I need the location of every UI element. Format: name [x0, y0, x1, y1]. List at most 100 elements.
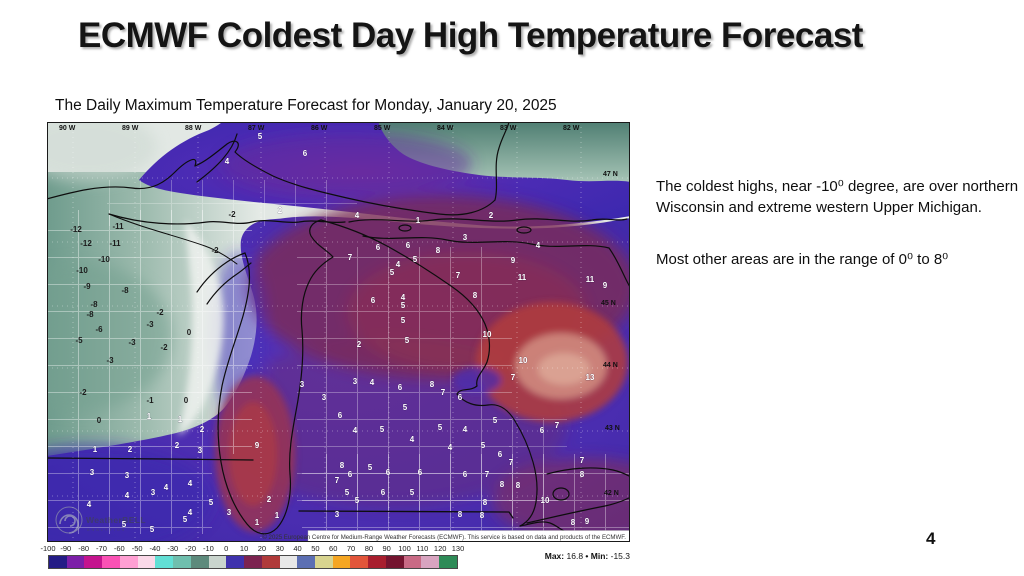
svg-text:-3: -3: [146, 320, 154, 329]
svg-text:4: 4: [463, 425, 468, 434]
svg-text:-5: -5: [75, 336, 83, 345]
colorbar-segment: [439, 556, 457, 568]
map-attribution: © 2025 European Centre for Medium-Range …: [262, 530, 631, 543]
forecast-map: WeatherBELL ANALYTICS 90 W 89 W 88 W 87 W 86…: [0, 112, 682, 555]
svg-text:6: 6: [348, 470, 353, 479]
svg-text:85 W: 85 W: [374, 125, 391, 132]
svg-text:87 W: 87 W: [248, 125, 265, 132]
colorbar-gradient: [48, 555, 458, 569]
svg-text:5: 5: [410, 488, 415, 497]
svg-text:4: 4: [536, 241, 541, 250]
svg-text:3: 3: [463, 233, 468, 242]
forecast-map-svg: WeatherBELL ANALYTICS 90 W 89 W 88 W 87 W 86…: [0, 112, 682, 555]
svg-text:44 N: 44 N: [603, 362, 618, 369]
colorbar-tick: 30: [275, 544, 284, 553]
svg-text:2: 2: [278, 206, 283, 215]
svg-text:10: 10: [541, 496, 550, 505]
svg-text:5: 5: [403, 403, 408, 412]
svg-text:3: 3: [300, 380, 305, 389]
svg-text:2: 2: [128, 445, 133, 454]
svg-text:3: 3: [125, 471, 130, 480]
svg-text:-2: -2: [228, 210, 236, 219]
colorbar-segment: [315, 556, 333, 568]
svg-text:5: 5: [493, 416, 498, 425]
svg-text:6: 6: [398, 383, 403, 392]
colorbar-tick: 20: [257, 544, 267, 553]
latitude-labels: 47 N 45 N 44 N 43 N 42 N: [601, 171, 620, 497]
svg-text:2: 2: [357, 340, 362, 349]
svg-text:7: 7: [580, 456, 585, 465]
colorbar-tick: -90: [60, 544, 72, 553]
svg-text:6: 6: [376, 243, 381, 252]
svg-text:5: 5: [405, 336, 410, 345]
svg-text:7: 7: [485, 470, 490, 479]
svg-text:83 W: 83 W: [500, 125, 517, 132]
svg-text:6: 6: [540, 426, 545, 435]
svg-text:7: 7: [511, 373, 516, 382]
svg-text:-8: -8: [86, 310, 94, 319]
colorbar-tick: 110: [416, 544, 429, 553]
colorbar-segment: [137, 556, 156, 568]
svg-text:5: 5: [438, 423, 443, 432]
colorbar-tick: -50: [131, 544, 143, 553]
svg-text:4: 4: [87, 500, 92, 509]
colorbar-segment: [332, 556, 351, 568]
svg-text:9: 9: [603, 281, 608, 290]
svg-text:42 N: 42 N: [604, 490, 619, 497]
svg-text:4: 4: [396, 260, 401, 269]
svg-text:4: 4: [188, 508, 193, 517]
svg-text:-8: -8: [90, 300, 98, 309]
svg-text:5: 5: [150, 525, 155, 534]
svg-text:3: 3: [198, 446, 203, 455]
colorbar-segment: [297, 556, 316, 568]
svg-text:2: 2: [267, 495, 272, 504]
svg-text:5: 5: [413, 255, 418, 264]
colorbar-tick: -10: [203, 544, 214, 553]
svg-text:-12: -12: [70, 225, 82, 234]
commentary-text: The coldest highs, near -10⁰ degree, are…: [656, 176, 1020, 270]
colorbar-segment: [190, 556, 209, 568]
svg-text:-1: -1: [146, 396, 154, 405]
svg-text:11: 11: [518, 273, 527, 282]
svg-text:6: 6: [386, 468, 391, 477]
svg-text:88 W: 88 W: [185, 125, 202, 132]
svg-text:-11: -11: [109, 239, 121, 248]
svg-text:-6: -6: [95, 325, 103, 334]
svg-text:8: 8: [571, 518, 576, 527]
colorbar-tick: 120: [433, 544, 447, 553]
colorbar-segment: [385, 556, 404, 568]
svg-text:6: 6: [418, 468, 423, 477]
svg-text:8: 8: [430, 380, 435, 389]
svg-text:89 W: 89 W: [122, 125, 139, 132]
svg-text:4: 4: [353, 426, 358, 435]
svg-text:8: 8: [473, 291, 478, 300]
svg-text:8: 8: [483, 498, 488, 507]
svg-text:-2: -2: [79, 388, 87, 397]
svg-text:8: 8: [436, 246, 441, 255]
colorbar-tick: 130: [451, 544, 465, 553]
svg-text:6: 6: [406, 241, 411, 250]
svg-text:82 W: 82 W: [563, 125, 580, 132]
svg-text:-11: -11: [112, 222, 124, 231]
svg-text:1: 1: [178, 415, 183, 424]
colorbar: -100 -90 -80 -70 -60 -50 -40 -30 -20 -10 0 10 20 30 40…: [40, 544, 464, 569]
svg-text:13: 13: [586, 373, 595, 382]
svg-text:6: 6: [303, 149, 308, 158]
map-stats: Max: 16.8 • Min: -15.3: [490, 551, 630, 561]
svg-text:-2: -2: [211, 246, 219, 255]
svg-text:5: 5: [258, 132, 263, 141]
svg-text:3: 3: [353, 377, 358, 386]
colorbar-segment: [261, 556, 280, 568]
svg-text:6: 6: [338, 411, 343, 420]
colorbar-tick: -40: [149, 544, 161, 553]
colorbar-segment: [368, 556, 386, 568]
colorbar-tick: -70: [96, 544, 107, 553]
colorbar-segment: [226, 556, 245, 568]
watermark-logo: WeatherBELL ANALYTICS: [55, 506, 146, 534]
longitude-labels: 90 W 89 W 88 W 87 W 86 W 85 W 84 W 83 W 82 W: [59, 125, 580, 132]
colorbar-tick: -30: [167, 544, 179, 553]
map-caption: The Daily Maximum Temperature Forecast f…: [55, 97, 557, 114]
svg-text:4: 4: [401, 293, 406, 302]
colorbar-tick: 60: [329, 544, 338, 553]
